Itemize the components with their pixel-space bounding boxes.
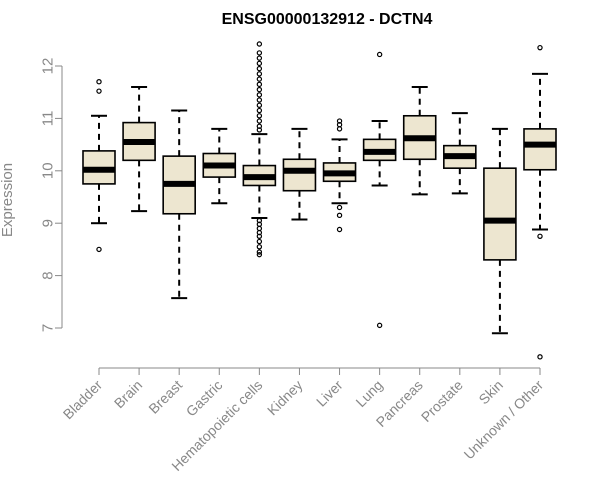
- outlier-point: [256, 244, 263, 250]
- y-tick-label: 12: [40, 58, 57, 75]
- outlier-point: [256, 81, 263, 88]
- y-axis: 7 8 9 10 11 12: [40, 58, 63, 332]
- outlier-point: [256, 118, 263, 124]
- x-tick-label: Bladder: [60, 377, 106, 423]
- outlier-point: [256, 102, 263, 109]
- outlier-point: [537, 354, 543, 360]
- outlier-point: [256, 233, 263, 239]
- outlier-point: [336, 204, 343, 211]
- chart-title: ENSG00000132912 - DCTN4: [222, 11, 433, 28]
- box-unknown-other: [523, 44, 557, 360]
- y-tick-label: 9: [40, 219, 57, 227]
- outlier-point: [256, 55, 263, 61]
- box-lung: [362, 51, 397, 329]
- outlier-point: [256, 60, 263, 67]
- box-brain: [122, 85, 156, 213]
- outlier-point: [256, 251, 263, 258]
- outlier-point: [537, 233, 543, 239]
- outlier-point: [256, 97, 263, 103]
- outlier-point: [96, 246, 102, 253]
- box-liver: [322, 118, 357, 233]
- x-tick-label: Kidney: [264, 377, 306, 419]
- boxes-group: [82, 41, 557, 360]
- x-tick-label: Brain: [111, 377, 145, 411]
- iqr-box: [523, 128, 557, 171]
- outlier-point: [256, 65, 263, 72]
- outlier-point: [96, 79, 102, 85]
- outlier-point: [256, 92, 263, 98]
- x-tick-label: Skin: [475, 377, 506, 408]
- y-tick-label: 10: [40, 162, 57, 179]
- box-hematopoietic-cells: [242, 41, 277, 258]
- y-tick-label: 8: [40, 271, 57, 279]
- y-tick-label: 7: [40, 324, 57, 332]
- outlier-point: [256, 238, 263, 245]
- x-tick-label: Prostate: [418, 377, 466, 425]
- y-axis-label: Expression: [0, 163, 16, 237]
- outlier-point: [256, 86, 263, 93]
- outlier-point: [256, 225, 263, 232]
- outlier-point: [96, 88, 102, 94]
- outlier-point: [256, 71, 263, 77]
- box-skin: [483, 127, 517, 335]
- box-prostate: [443, 112, 477, 195]
- x-tick-label: Liver: [313, 377, 346, 410]
- outlier-point: [336, 126, 343, 132]
- outlier-point: [256, 249, 263, 255]
- outlier-point: [256, 107, 263, 114]
- outlier-point: [256, 127, 263, 133]
- box-pancreas: [402, 85, 437, 196]
- outlier-point: [336, 212, 343, 219]
- x-tick-label: Lung: [352, 377, 385, 410]
- outlier-point: [376, 51, 383, 58]
- outlier-point: [336, 226, 343, 233]
- box-breast: [162, 109, 196, 300]
- outlier-point: [256, 41, 263, 47]
- iqr-box: [282, 158, 317, 192]
- y-tick-label: 11: [40, 111, 57, 127]
- outlier-point: [376, 322, 383, 329]
- outlier-point: [256, 50, 263, 56]
- box-kidney: [282, 127, 317, 221]
- iqr-box: [483, 167, 517, 261]
- outlier-point: [537, 44, 543, 51]
- outlier-point: [256, 113, 263, 119]
- box-bladder: [82, 79, 116, 253]
- x-tick-label: Breast: [145, 377, 185, 417]
- box-gastric: [202, 127, 237, 205]
- outlier-point: [256, 76, 263, 82]
